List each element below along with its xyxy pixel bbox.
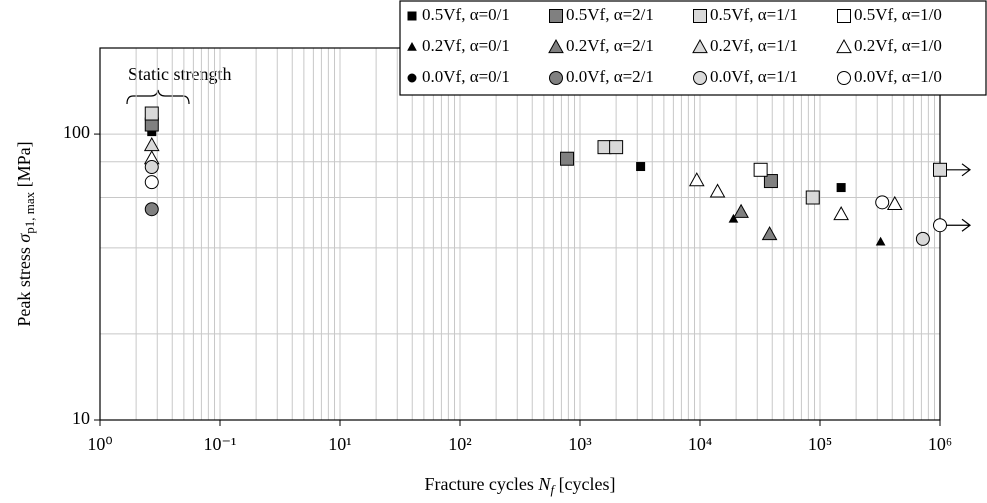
brace — [126, 89, 190, 105]
marker-square — [407, 11, 417, 21]
x-tick-label: 10² — [448, 434, 471, 454]
legend-label: 0.0Vf, α=2/1 — [566, 67, 654, 86]
legend-label: 0.5Vf, α=1/0 — [854, 5, 942, 24]
marker-triangle — [709, 183, 726, 198]
marker-triangle — [875, 236, 886, 246]
marker-triangle — [733, 203, 749, 218]
marker-square — [837, 9, 851, 23]
x-title-part: f — [550, 482, 556, 497]
marker-square — [144, 106, 159, 121]
y-axis-title: Peak stress σp1, max [MPa] — [14, 141, 37, 326]
x-title-part: Fracture cycles — [424, 474, 538, 494]
marker-triangle — [836, 38, 852, 54]
annotation: Static strength — [128, 64, 231, 84]
marker-square — [933, 162, 947, 177]
x-tick-label: 10⁶ — [928, 434, 952, 454]
marker-circle — [837, 71, 851, 85]
legend-label: 0.0Vf, α=0/1 — [422, 67, 510, 86]
marker-square — [693, 9, 707, 23]
marker-circle — [407, 73, 417, 83]
marker-circle — [144, 175, 159, 190]
legend: 0.5Vf, α=0/1 0.5Vf, α=2/1 0.5Vf, α=1/1 0.5V… — [399, 0, 987, 96]
legend-label: 0.2Vf, α=2/1 — [566, 36, 654, 55]
marker-square — [763, 174, 778, 189]
marker-triangle — [833, 206, 849, 221]
legend-label: 0.5Vf, α=1/1 — [710, 5, 798, 24]
marker-square — [549, 9, 563, 23]
legend-label: 0.5Vf, α=2/1 — [566, 5, 654, 24]
marker-triangle — [688, 172, 705, 187]
legend-label: 0.5Vf, α=0/1 — [422, 5, 510, 24]
y-tick-label: 10 — [72, 408, 90, 428]
marker-triangle — [407, 41, 417, 51]
marker-square — [836, 183, 846, 193]
marker-square — [609, 140, 624, 155]
y-title-part: p1, max — [22, 191, 37, 233]
marker-triangle — [728, 213, 739, 223]
legend-label: 0.0Vf, α=1/1 — [710, 67, 798, 86]
y-title-part: Peak stress — [14, 243, 34, 327]
marker-triangle — [886, 195, 903, 210]
y-title-part: [MPa] — [14, 141, 34, 192]
x-axis-title: Fracture cycles Nf [cycles] — [424, 474, 615, 497]
x-tick-label: 10¹ — [328, 434, 351, 454]
x-title-part: [cycles] — [554, 474, 615, 494]
legend-label: 0.0Vf, α=1/0 — [854, 67, 942, 86]
grid — [99, 48, 941, 421]
legend-label: 0.2Vf, α=1/0 — [854, 36, 942, 55]
marker-triangle — [548, 38, 564, 54]
x-tick-label: 10³ — [568, 434, 592, 454]
x-tick-label: 10⁴ — [688, 434, 712, 454]
marker-square — [597, 140, 612, 155]
marker-circle — [915, 231, 930, 246]
marker-circle — [144, 160, 159, 175]
x-title-part: N — [537, 474, 551, 494]
marker-circle — [875, 195, 890, 210]
marker-triangle — [692, 38, 708, 54]
x-tick-label: 10⁵ — [808, 434, 832, 454]
marker-circle — [144, 202, 159, 217]
legend-label: 0.2Vf, α=1/1 — [710, 36, 798, 55]
marker-square — [753, 162, 768, 177]
marker-circle — [933, 218, 947, 233]
y-tick-label: 100 — [63, 122, 90, 142]
x-tick-label: 10⁰ — [87, 434, 112, 454]
x-tick-label: 10⁻¹ — [204, 434, 237, 454]
marker-square — [636, 162, 646, 172]
legend-label: 0.2Vf, α=0/1 — [422, 36, 510, 55]
marker-triangle — [761, 226, 778, 241]
marker-circle — [693, 71, 707, 85]
marker-circle — [549, 71, 563, 85]
marker-square — [805, 190, 820, 205]
marker-square — [560, 151, 575, 166]
y-title-part: σ — [14, 233, 34, 243]
